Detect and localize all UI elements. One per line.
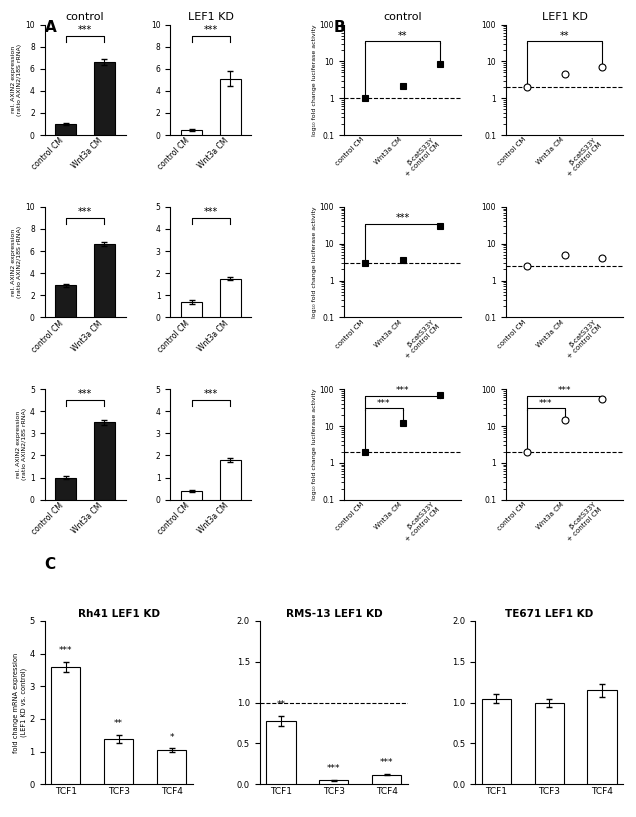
Bar	[534, 703, 563, 784]
Title: control: control	[66, 12, 104, 22]
Text: ***: ***	[396, 213, 410, 223]
Bar	[372, 775, 401, 784]
Bar	[55, 478, 76, 500]
Y-axis label: rel. AXIN2 expression
(ratio AXIN2/18S rRNA): rel. AXIN2 expression (ratio AXIN2/18S r…	[16, 408, 27, 480]
Bar	[93, 62, 115, 135]
Text: ***: ***	[204, 207, 218, 217]
Text: *: *	[169, 733, 174, 742]
Bar	[93, 422, 115, 500]
Bar	[181, 130, 202, 135]
Bar	[157, 750, 186, 784]
Text: ***: ***	[558, 386, 571, 395]
Bar	[181, 491, 202, 500]
Text: ***: ***	[204, 389, 218, 400]
Bar	[266, 721, 296, 784]
Text: ***: ***	[380, 758, 394, 767]
Title: control: control	[384, 12, 422, 22]
Bar	[104, 739, 134, 784]
Title: TE671 LEF1 KD: TE671 LEF1 KD	[505, 609, 593, 618]
Text: ***: ***	[78, 207, 92, 217]
Bar	[319, 780, 349, 784]
Text: ***: ***	[539, 399, 553, 408]
Bar	[93, 244, 115, 317]
Bar	[588, 690, 616, 784]
Bar	[219, 279, 241, 317]
Bar	[181, 301, 202, 317]
Bar	[481, 699, 511, 784]
Title: LEF1 KD: LEF1 KD	[542, 12, 588, 22]
Text: ***: ***	[396, 386, 410, 395]
Bar	[52, 667, 80, 784]
Y-axis label: fold change mRNA expression
(LEF1 KD vs. control): fold change mRNA expression (LEF1 KD vs.…	[13, 653, 27, 752]
Bar	[219, 460, 241, 500]
Text: **: **	[277, 700, 286, 709]
Text: A: A	[45, 20, 56, 35]
Y-axis label: rel. AXIN2 expression
(ratio AXIN2/18S rRNA): rel. AXIN2 expression (ratio AXIN2/18S r…	[11, 43, 22, 116]
Text: **: **	[398, 30, 407, 41]
Y-axis label: log₁₀ fold change luciferase activity: log₁₀ fold change luciferase activity	[312, 389, 317, 500]
Text: B: B	[334, 20, 345, 35]
Text: C: C	[45, 557, 55, 572]
Title: RMS-13 LEF1 KD: RMS-13 LEF1 KD	[286, 609, 382, 618]
Y-axis label: log₁₀ fold change luciferase activity: log₁₀ fold change luciferase activity	[312, 206, 317, 318]
Text: ***: ***	[59, 646, 73, 655]
Title: Rh41 LEF1 KD: Rh41 LEF1 KD	[78, 609, 160, 618]
Text: ***: ***	[78, 25, 92, 34]
Y-axis label: rel. AXIN2 expression
(ratio AXIN2/18S rRNA): rel. AXIN2 expression (ratio AXIN2/18S r…	[11, 226, 22, 298]
Bar	[55, 285, 76, 317]
Text: ***: ***	[78, 389, 92, 400]
Text: ***: ***	[204, 25, 218, 34]
Y-axis label: log₁₀ fold change luciferase activity: log₁₀ fold change luciferase activity	[312, 24, 317, 136]
Text: ***: ***	[377, 399, 391, 408]
Text: **: **	[114, 719, 123, 728]
Title: LEF1 KD: LEF1 KD	[188, 12, 234, 22]
Bar	[55, 124, 76, 135]
Bar	[219, 78, 241, 135]
Text: ***: ***	[327, 764, 341, 774]
Text: **: **	[560, 30, 569, 41]
